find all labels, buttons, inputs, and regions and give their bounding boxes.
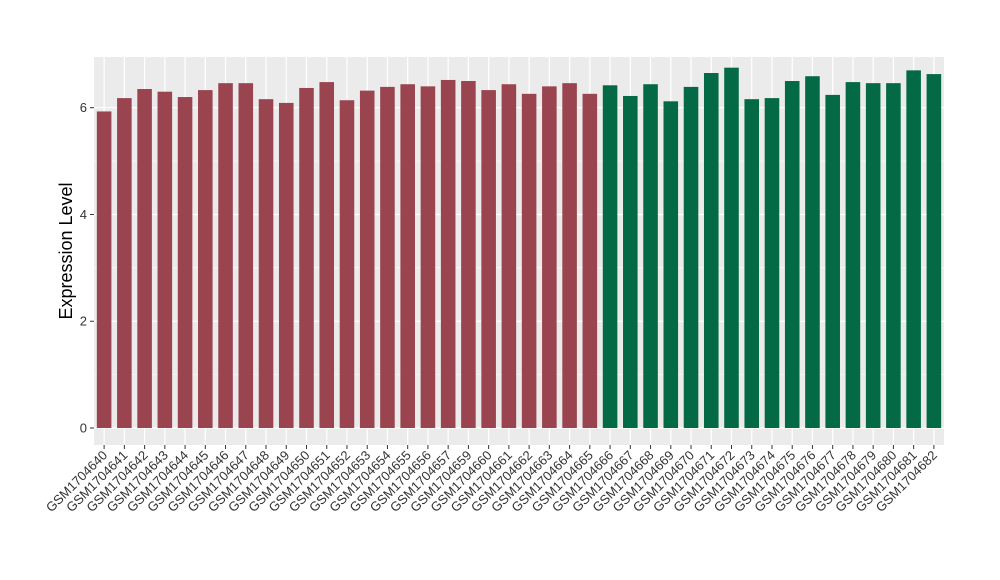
bar-GSM1704659 (461, 81, 476, 429)
bar-GSM1704672 (724, 67, 739, 428)
bar-GSM1704667 (623, 95, 638, 428)
bar-GSM1704674 (764, 98, 780, 428)
bar-GSM1704662 (521, 93, 537, 428)
bar-GSM1704652 (339, 100, 355, 429)
bar-GSM1704666 (602, 85, 618, 428)
bar-GSM1704649 (278, 102, 294, 429)
bar-GSM1704680 (886, 83, 901, 429)
bar-GSM1704644 (177, 97, 193, 428)
bar-GSM1704664 (562, 83, 577, 429)
bar-GSM1704668 (643, 84, 658, 428)
bar-GSM1704681 (906, 70, 921, 428)
y-tick-label: 0 (80, 421, 87, 436)
bar-GSM1704653 (359, 90, 375, 428)
y-tick-label: 6 (80, 100, 87, 115)
bar-GSM1704671 (703, 73, 719, 428)
bar-GSM1704678 (845, 82, 861, 429)
y-axis: 0 2 4 6 (80, 100, 94, 436)
bar-GSM1704673 (744, 99, 760, 428)
bar-GSM1704670 (683, 86, 699, 428)
bar-GSM1704660 (481, 90, 496, 428)
bar-GSM1704676 (805, 76, 820, 428)
bars (96, 67, 942, 429)
bar-GSM1704651 (319, 82, 335, 429)
bar-GSM1704643 (157, 91, 173, 428)
bar-GSM1704669 (663, 101, 679, 429)
bar-GSM1704642 (137, 89, 152, 428)
y-tick-label: 4 (80, 207, 87, 222)
bar-GSM1704645 (198, 90, 213, 428)
bar-GSM1704682 (926, 74, 942, 428)
bar-GSM1704663 (542, 86, 557, 428)
bar-GSM1704648 (258, 99, 274, 428)
bar-GSM1704675 (784, 81, 800, 429)
bar-GSM1704655 (400, 84, 415, 428)
bar-GSM1704665 (582, 93, 598, 428)
bar-GSM1704677 (825, 94, 840, 428)
bar-GSM1704654 (380, 86, 395, 428)
bar-GSM1704656 (420, 86, 436, 428)
y-axis-title: Expression Level (56, 182, 76, 319)
bar-GSM1704650 (299, 87, 314, 428)
x-axis: GSM1704640GSM1704641GSM1704642GSM1704643… (43, 445, 940, 515)
y-tick-label: 2 (80, 314, 87, 329)
bar-GSM1704641 (117, 98, 132, 428)
bar-GSM1704657 (440, 79, 456, 429)
bar-GSM1704646 (218, 83, 233, 429)
bar-GSM1704647 (238, 83, 254, 429)
bar-GSM1704679 (865, 83, 881, 429)
bar-GSM1704661 (501, 84, 517, 428)
bar-GSM1704640 (96, 111, 112, 429)
plot-panel (94, 57, 944, 445)
